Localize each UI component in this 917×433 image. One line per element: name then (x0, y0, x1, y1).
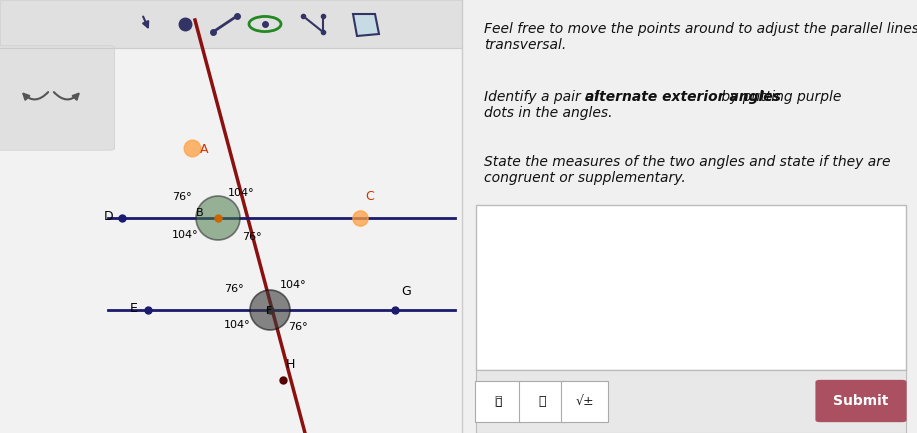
FancyBboxPatch shape (0, 0, 462, 433)
FancyBboxPatch shape (0, 46, 115, 150)
FancyBboxPatch shape (462, 0, 917, 433)
Text: 104°: 104° (172, 230, 199, 240)
Text: E: E (130, 302, 138, 315)
Text: √±: √± (575, 395, 594, 408)
Ellipse shape (196, 196, 240, 240)
FancyBboxPatch shape (475, 381, 522, 422)
Text: State the measures of the two angles and state if they are: State the measures of the two angles and… (484, 155, 890, 169)
Text: 76°: 76° (288, 322, 307, 332)
Text: transversal.: transversal. (484, 38, 567, 52)
Text: dots in the angles.: dots in the angles. (484, 106, 613, 120)
Text: 76°: 76° (224, 284, 244, 294)
Text: 76°: 76° (172, 192, 192, 202)
Text: ⬜: ⬜ (495, 395, 503, 408)
Text: by putting purple: by putting purple (717, 90, 842, 104)
Text: 104°: 104° (228, 188, 255, 198)
Text: C: C (365, 190, 374, 203)
Ellipse shape (250, 290, 290, 330)
Text: alternate exterior angles: alternate exterior angles (585, 90, 780, 104)
Text: Feel free to move the points around to adjust the parallel lines or: Feel free to move the points around to a… (484, 22, 917, 36)
Text: Submit: Submit (834, 394, 889, 408)
Text: H: H (286, 358, 295, 371)
Text: F: F (266, 306, 272, 316)
Text: G: G (401, 285, 411, 298)
Text: 76°: 76° (242, 232, 261, 242)
FancyBboxPatch shape (815, 380, 907, 422)
Text: 104°: 104° (280, 280, 306, 290)
Text: 104°: 104° (224, 320, 250, 330)
Text: Identify a pair of: Identify a pair of (484, 90, 602, 104)
FancyBboxPatch shape (0, 0, 462, 48)
Text: congruent or supplementary.: congruent or supplementary. (484, 171, 686, 185)
Text: A: A (200, 143, 208, 156)
Text: B: B (196, 208, 204, 218)
FancyBboxPatch shape (519, 381, 566, 422)
Text: 🏔: 🏔 (495, 397, 502, 407)
Polygon shape (353, 14, 379, 36)
FancyBboxPatch shape (476, 370, 906, 433)
Text: D: D (104, 210, 114, 223)
FancyBboxPatch shape (476, 205, 906, 370)
FancyBboxPatch shape (561, 381, 608, 422)
Text: 🎤: 🎤 (539, 395, 547, 408)
